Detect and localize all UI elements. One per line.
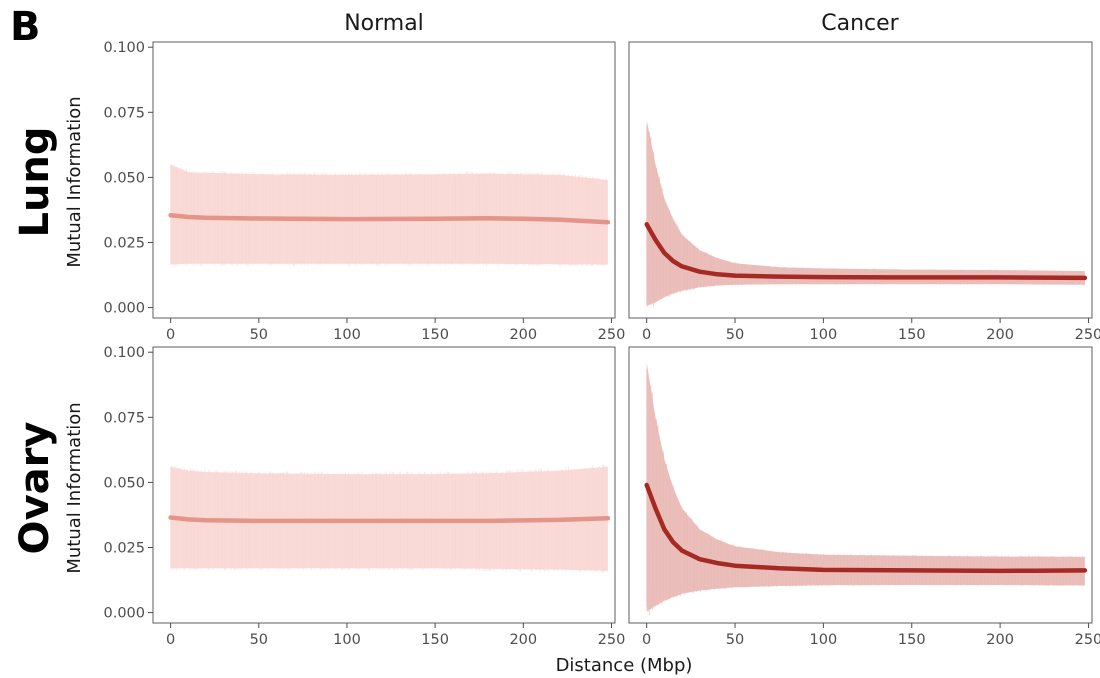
x-tick-label: 100 bbox=[810, 327, 838, 343]
x-tick-label: 250 bbox=[598, 327, 626, 343]
y-tick-label: 0.050 bbox=[103, 475, 145, 491]
x-tick-label: 50 bbox=[726, 632, 744, 648]
x-tick-label: 50 bbox=[250, 632, 268, 648]
mean-line bbox=[168, 212, 611, 225]
y-tick-label: 0.025 bbox=[103, 235, 145, 251]
y-tick-label: 0.075 bbox=[103, 105, 145, 121]
y-tick-label: 0.100 bbox=[103, 40, 145, 56]
y-tick-label: 0.075 bbox=[103, 410, 145, 426]
x-tick-label: 250 bbox=[1075, 327, 1100, 343]
x-tick-label: 150 bbox=[898, 327, 926, 343]
y-axis-title-ovary: Mutual Information bbox=[64, 402, 85, 573]
panel-ovary-normal: 0 50 100 150 200 250 0.000 0.025 0.050 0.075 0.100 bbox=[103, 345, 625, 648]
x-tick-label: 100 bbox=[333, 327, 361, 343]
x-tick-label: 0 bbox=[166, 327, 175, 343]
x-tick-label: 0 bbox=[642, 632, 651, 648]
y-tick-label: 0.000 bbox=[103, 606, 145, 622]
panel-letter: B bbox=[10, 4, 41, 50]
x-tick-label: 200 bbox=[986, 632, 1014, 648]
x-tick-label: 100 bbox=[810, 632, 838, 648]
x-axis-title: Distance (Mbp) bbox=[556, 655, 693, 676]
y-tick-label: 0.100 bbox=[103, 345, 145, 361]
x-tick-label: 100 bbox=[333, 632, 361, 648]
mean-line bbox=[644, 482, 1088, 574]
x-tick-label: 250 bbox=[1075, 632, 1100, 648]
panel-lung-cancer: 0 50 100 150 200 250 bbox=[628, 41, 1100, 343]
y-tick-label: 0.000 bbox=[103, 301, 145, 317]
error-band bbox=[646, 362, 1085, 612]
x-tick-label: 200 bbox=[986, 327, 1014, 343]
x-tick-label: 200 bbox=[509, 327, 537, 343]
y-axis-title-lung: Mutual Information bbox=[64, 96, 85, 267]
mean-line bbox=[168, 515, 611, 524]
x-tick-label: 150 bbox=[421, 632, 449, 648]
row-title-ovary: Ovary bbox=[12, 422, 58, 555]
panel-ovary-cancer: 0 50 100 150 200 250 bbox=[628, 346, 1100, 648]
x-tick-label: 200 bbox=[509, 632, 537, 648]
column-title-normal: Normal bbox=[344, 11, 424, 36]
column-title-cancer: Cancer bbox=[821, 11, 899, 36]
panel-lung-normal: 0 50 100 150 200 250 0.000 0.025 0.050 0.075 0.100 bbox=[103, 40, 625, 343]
panels-group: 0 50 100 150 200 250 0.000 0.025 0.050 0.075 0.100… bbox=[103, 40, 1100, 648]
mean-line bbox=[644, 222, 1088, 281]
y-tick-label: 0.025 bbox=[103, 540, 145, 556]
x-tick-label: 50 bbox=[250, 327, 268, 343]
x-tick-label: 0 bbox=[642, 327, 651, 343]
x-tick-label: 250 bbox=[598, 632, 626, 648]
x-tick-label: 0 bbox=[166, 632, 175, 648]
y-tick-label: 0.050 bbox=[103, 170, 145, 186]
x-tick-label: 150 bbox=[898, 632, 926, 648]
row-title-lung: Lung bbox=[12, 126, 58, 237]
x-tick-label: 50 bbox=[726, 327, 744, 343]
x-tick-label: 150 bbox=[421, 327, 449, 343]
